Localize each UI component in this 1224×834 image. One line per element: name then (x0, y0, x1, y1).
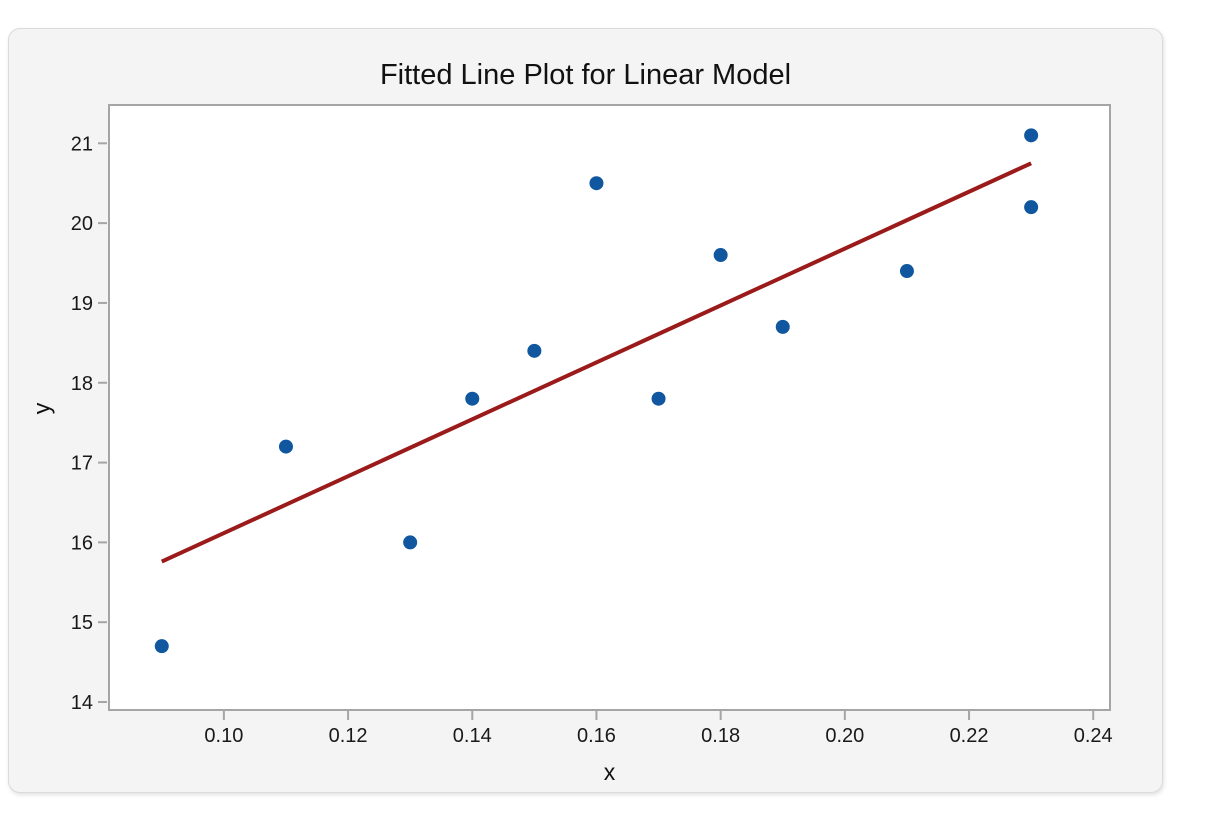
y-tick-label: 15 (71, 612, 93, 634)
data-point (527, 343, 542, 358)
x-tick-label: 0.14 (453, 725, 492, 747)
plot-frame (108, 104, 1111, 711)
data-point (651, 391, 666, 406)
x-tick-label: 0.10 (204, 725, 243, 747)
data-point (775, 319, 790, 334)
x-tick-label: 0.12 (329, 725, 368, 747)
y-tick-label: 21 (71, 133, 93, 155)
data-point (403, 535, 418, 550)
data-point (1024, 128, 1039, 143)
x-tick-label: 0.16 (577, 725, 616, 747)
y-tick-label: 19 (71, 293, 93, 315)
fit-line (160, 161, 1032, 564)
y-tick-label: 20 (71, 213, 93, 235)
x-tick-label: 0.22 (950, 725, 989, 747)
data-point (589, 176, 604, 191)
data-point (154, 639, 169, 654)
x-tick-label: 0.24 (1074, 725, 1113, 747)
data-point (1024, 200, 1039, 215)
data-point (713, 248, 728, 263)
data-point (278, 439, 293, 454)
y-tick-label: 14 (71, 692, 93, 714)
y-axis-label: y (28, 402, 55, 415)
plot-title: Fitted Line Plot for Linear Model (379, 59, 792, 91)
x-tick-label: 0.20 (825, 725, 864, 747)
plot-background (109, 105, 1110, 710)
y-tick-label: 17 (71, 453, 93, 475)
data-point (899, 264, 914, 279)
y-tick-label: 18 (71, 373, 93, 395)
data-point (465, 391, 480, 406)
x-axis-label: x (603, 759, 616, 785)
x-tick-label: 0.18 (701, 725, 740, 747)
y-tick-label: 16 (71, 532, 93, 554)
